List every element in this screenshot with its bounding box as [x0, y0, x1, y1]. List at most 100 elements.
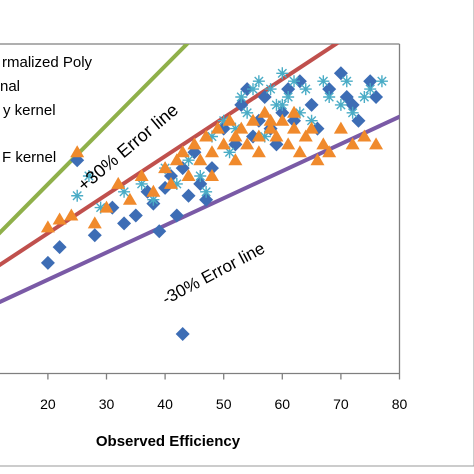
point-star: [247, 83, 259, 96]
point-star: [94, 201, 107, 214]
legend: rmalized Poly nal y kernel F kernel: [0, 54, 93, 166]
point-triangle: [204, 145, 219, 158]
x-tick-label: 50: [216, 396, 232, 412]
point-star: [229, 122, 242, 135]
point-triangle: [134, 169, 149, 181]
point-star: [235, 91, 248, 103]
point-triangle: [52, 212, 67, 225]
point-star: [135, 177, 148, 190]
point-triangle: [228, 153, 243, 166]
point-triangle: [369, 137, 384, 150]
x-tick-label: 20: [40, 396, 56, 412]
point-diamond: [52, 240, 67, 255]
point-triangle: [181, 169, 196, 181]
point-diamond: [257, 90, 272, 104]
point-triangle: [251, 145, 266, 158]
point-triangle: [111, 176, 126, 189]
point-star: [358, 91, 371, 103]
point-triangle: [287, 121, 302, 134]
point-triangle: [246, 113, 260, 126]
point-triangle: [228, 129, 243, 142]
point-star: [299, 83, 312, 96]
x-tick-label: 80: [392, 396, 408, 412]
point-star: [205, 130, 218, 143]
point-triangle: [87, 216, 102, 229]
data-points: [40, 66, 388, 341]
point-triangle: [175, 145, 190, 158]
point-triangle: [234, 121, 249, 134]
point-triangle: [251, 129, 266, 142]
point-triangle: [281, 137, 296, 150]
point-star: [252, 75, 265, 88]
point-triangle: [257, 105, 272, 118]
x-axis-ticks: 020304050607080: [40, 373, 408, 412]
point-star: [276, 98, 289, 111]
point-diamond: [304, 97, 319, 112]
point-triangle: [269, 129, 284, 142]
point-triangle: [287, 105, 302, 118]
point-star: [288, 75, 301, 88]
legend-label-normalized-poly: rmalized Poly: [2, 54, 93, 71]
point-star: [258, 130, 271, 143]
point-triangle: [292, 145, 307, 158]
point-triangle: [322, 145, 337, 158]
point-star: [323, 91, 336, 103]
point-triangle: [158, 161, 173, 174]
point-triangle: [316, 137, 331, 150]
point-triangle: [216, 137, 231, 150]
point-star: [194, 170, 207, 182]
point-triangle: [187, 137, 202, 150]
x-axis-title: Observed Efficiency: [96, 433, 241, 450]
point-diamond: [181, 188, 196, 203]
point-diamond: [117, 216, 132, 231]
point-diamond: [204, 161, 219, 176]
x-tick-label: 30: [99, 396, 115, 412]
point-triangle: [357, 129, 372, 142]
point-star: [170, 177, 183, 190]
x-tick-label: 60: [275, 396, 291, 412]
point-star: [346, 106, 359, 119]
minus30-error-line: [0, 114, 400, 305]
point-star: [334, 98, 347, 111]
point-star: [305, 114, 318, 127]
point-star: [182, 154, 195, 167]
point-star: [82, 170, 95, 182]
point-diamond: [40, 255, 55, 270]
point-triangle: [298, 129, 313, 142]
point-triangle: [199, 129, 214, 142]
point-triangle: [70, 145, 85, 158]
point-diamond: [87, 228, 102, 243]
point-star: [317, 75, 330, 88]
point-star: [340, 75, 353, 88]
point-star: [200, 185, 213, 198]
point-triangle: [222, 113, 237, 126]
point-star: [223, 146, 236, 159]
point-diamond: [169, 208, 184, 223]
point-star: [276, 67, 289, 80]
point-star: [364, 83, 377, 96]
point-star: [264, 83, 277, 96]
point-triangle: [310, 153, 325, 166]
point-diamond: [128, 208, 143, 223]
point-diamond: [152, 224, 167, 239]
point-star: [241, 106, 254, 119]
point-triangle: [210, 121, 225, 134]
point-star: [375, 75, 388, 88]
point-diamond: [369, 90, 384, 104]
x-tick-label: 40: [157, 396, 173, 412]
point-star: [282, 91, 295, 103]
legend-label-rbf-kernel: F kernel: [2, 149, 56, 166]
point-triangle: [146, 184, 161, 197]
point-triangle: [204, 169, 219, 181]
point-triangle: [193, 153, 208, 166]
point-diamond: [351, 113, 366, 128]
legend-label-normal: nal: [0, 78, 20, 95]
point-triangle: [263, 113, 278, 126]
point-star: [217, 114, 230, 127]
point-star: [147, 193, 160, 206]
point-triangle: [163, 176, 178, 189]
point-star: [293, 106, 306, 119]
point-triangle: [122, 192, 137, 205]
